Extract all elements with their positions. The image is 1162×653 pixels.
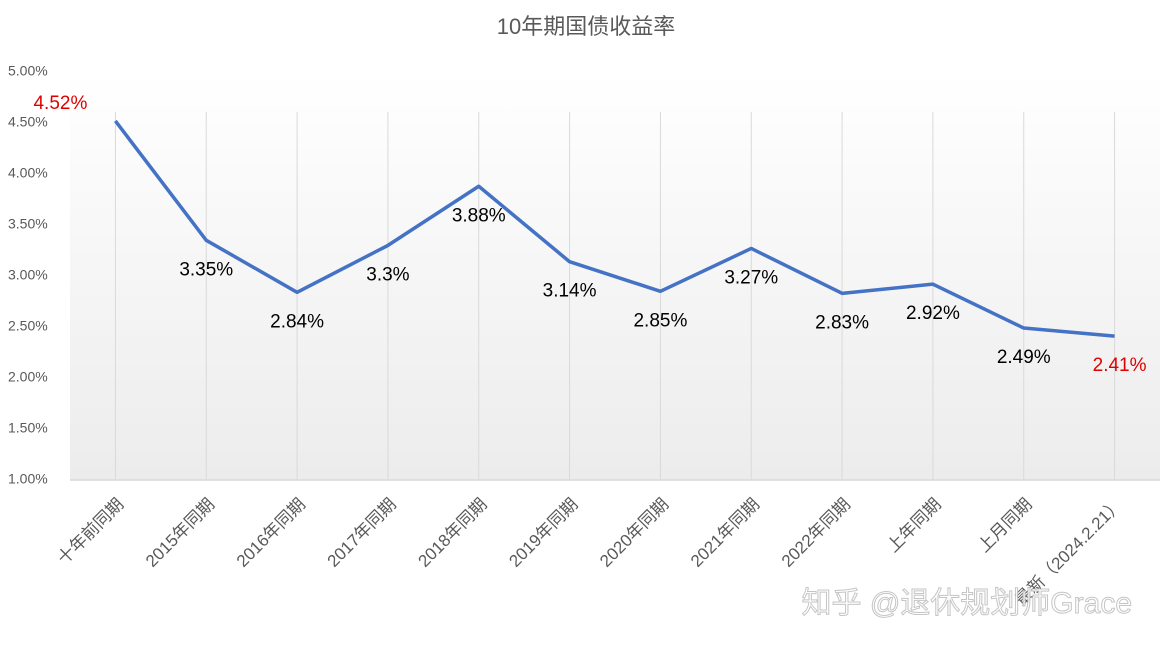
data-label: 3.88%: [452, 205, 506, 226]
data-label: 2.92%: [906, 303, 960, 324]
y-tick-label: 5.00%: [8, 63, 48, 79]
x-tick-label: 2021年同期: [687, 495, 763, 571]
watermark: 知乎 @退休规划师Grace: [802, 587, 1132, 620]
x-tick-label: 2022年同期: [778, 495, 854, 571]
y-tick-label: 3.50%: [8, 216, 48, 232]
data-label: 3.14%: [543, 281, 597, 302]
x-tick-label: 2020年同期: [596, 495, 672, 571]
x-tick-label: 2018年同期: [415, 495, 491, 571]
data-label: 3.27%: [724, 267, 778, 288]
y-tick-label: 2.50%: [8, 318, 48, 334]
data-label: 2.49%: [997, 347, 1051, 368]
x-tick-label: 2015年同期: [142, 495, 218, 571]
x-tick-label: 2019年同期: [505, 495, 581, 571]
data-label: 2.41%: [1093, 355, 1147, 376]
data-label: 2.84%: [270, 311, 324, 332]
chart-title: 10年期国债收益率: [497, 14, 675, 39]
y-tick-label: 4.00%: [8, 165, 48, 181]
y-tick-label: 4.50%: [8, 114, 48, 130]
y-tick-label: 3.00%: [8, 267, 48, 283]
x-tick-label: 上年同期: [883, 495, 945, 557]
x-tick-label: 2017年同期: [324, 495, 400, 571]
data-label: 4.52%: [33, 93, 87, 114]
data-label: 3.35%: [179, 259, 233, 280]
y-tick-label: 2.00%: [8, 369, 48, 385]
x-tick-label: 上月同期: [974, 495, 1036, 557]
x-tick-label: 十年前同期: [54, 495, 128, 569]
x-tick-label: 2016年同期: [233, 495, 309, 571]
data-label: 2.83%: [815, 312, 869, 333]
data-label: 2.85%: [633, 310, 687, 331]
data-line: [114, 119, 1115, 338]
data-label: 3.3%: [366, 264, 409, 285]
y-tick-label: 1.00%: [8, 471, 48, 487]
y-tick-label: 1.50%: [8, 420, 48, 436]
